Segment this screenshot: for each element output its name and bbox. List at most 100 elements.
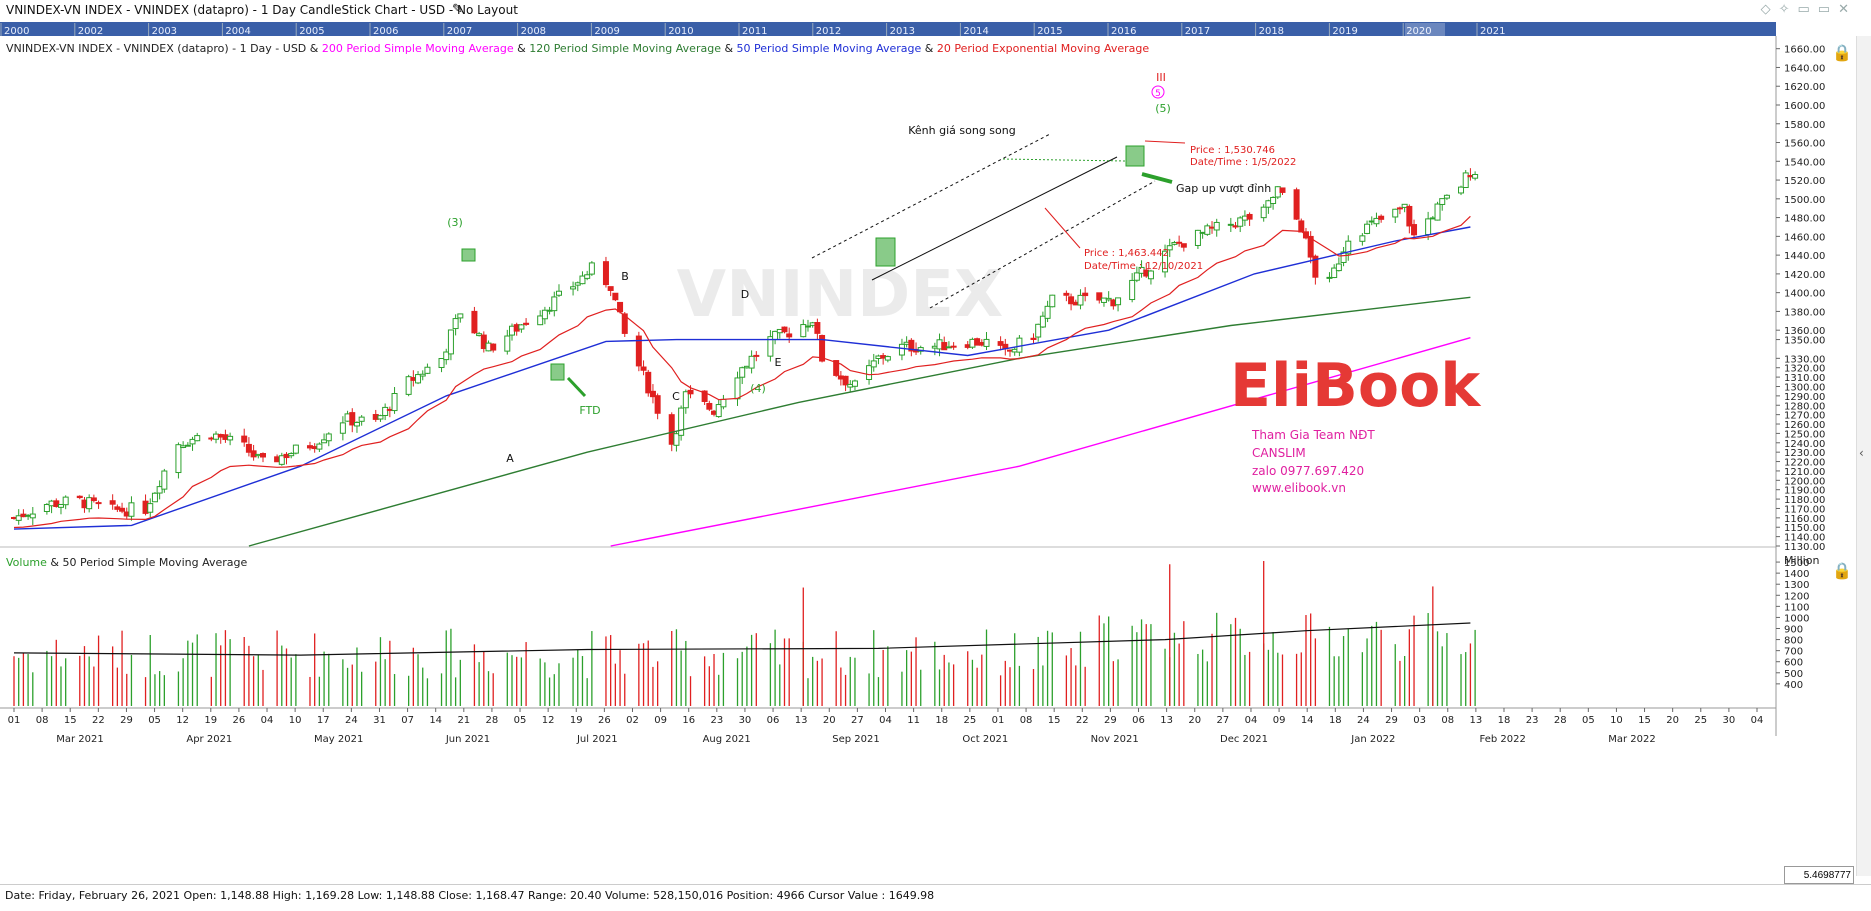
candle-body[interactable] xyxy=(1443,194,1450,199)
candle-body[interactable] xyxy=(241,435,248,443)
candle-body[interactable] xyxy=(781,326,788,333)
candle-body[interactable] xyxy=(1105,297,1112,301)
candle-body[interactable] xyxy=(1162,250,1169,273)
candle-body[interactable] xyxy=(1180,243,1187,248)
candle-body[interactable] xyxy=(1340,251,1347,263)
candle-body[interactable] xyxy=(151,492,158,503)
candle-body[interactable] xyxy=(983,338,990,347)
overview-navigator[interactable]: 2000 2002 2003 2004 2005 2006 2007 2008 2009 2010… xyxy=(0,22,1776,37)
candle-body[interactable] xyxy=(1016,337,1023,353)
candle-body[interactable] xyxy=(86,497,93,510)
candle-body[interactable] xyxy=(1096,292,1103,301)
candle-body[interactable] xyxy=(1298,220,1305,233)
candle-body[interactable] xyxy=(1035,323,1042,338)
candle-body[interactable] xyxy=(147,503,154,513)
candle-body[interactable] xyxy=(814,322,821,334)
candle-body[interactable] xyxy=(1472,173,1479,179)
candle-body[interactable] xyxy=(678,407,685,436)
candle-body[interactable] xyxy=(419,373,426,377)
candle-body[interactable] xyxy=(278,455,285,465)
candle-body[interactable] xyxy=(1411,224,1418,236)
candle-body[interactable] xyxy=(851,380,858,387)
candle-body[interactable] xyxy=(523,322,530,325)
candle-body[interactable] xyxy=(57,504,64,508)
candle-body[interactable] xyxy=(1378,215,1385,220)
candle-body[interactable] xyxy=(321,439,328,444)
candle-body[interactable] xyxy=(687,389,694,395)
candle-body[interactable] xyxy=(584,274,591,279)
candle-body[interactable] xyxy=(382,406,389,416)
lock-icon[interactable]: 🔒 xyxy=(1832,43,1852,62)
candle-body[interactable] xyxy=(819,334,826,362)
candle-body[interactable] xyxy=(898,343,905,356)
candle-body[interactable] xyxy=(866,365,873,380)
candle-body[interactable] xyxy=(908,339,915,352)
pin-icon[interactable]: ✧ xyxy=(1778,2,1798,17)
candle-body[interactable] xyxy=(518,324,525,330)
candle-body[interactable] xyxy=(194,435,201,442)
xy-value-field[interactable] xyxy=(1784,866,1854,884)
candle-body[interactable] xyxy=(1115,297,1122,306)
candle-body[interactable] xyxy=(1331,267,1338,279)
candle-body[interactable] xyxy=(424,366,431,374)
candle-body[interactable] xyxy=(537,315,544,326)
candle-body[interactable] xyxy=(748,355,755,369)
candle-body[interactable] xyxy=(612,292,619,301)
candle-body[interactable] xyxy=(504,335,511,352)
minimize-icon[interactable]: ▭ xyxy=(1797,2,1818,17)
close-icon[interactable]: ✕ xyxy=(1838,2,1857,17)
candle-body[interactable] xyxy=(842,375,849,386)
candle-body[interactable] xyxy=(29,513,36,519)
candle-body[interactable] xyxy=(358,416,365,422)
candle-body[interactable] xyxy=(76,495,83,499)
candle-body[interactable] xyxy=(490,343,497,351)
collapse-panel-icon[interactable]: ‹ xyxy=(1859,446,1864,460)
candle-body[interactable] xyxy=(1194,229,1201,246)
candle-body[interactable] xyxy=(786,333,793,338)
candle-body[interactable] xyxy=(128,502,135,517)
candle-body[interactable] xyxy=(602,261,609,286)
candle-body[interactable] xyxy=(1307,235,1314,258)
candle-body[interactable] xyxy=(438,358,445,368)
candle-body[interactable] xyxy=(941,342,948,351)
candle-body[interactable] xyxy=(1260,206,1267,219)
candle-body[interactable] xyxy=(161,470,168,490)
candle-body[interactable] xyxy=(292,444,299,454)
candle-body[interactable] xyxy=(649,390,656,398)
candle-body[interactable] xyxy=(1293,189,1300,220)
candle-body[interactable] xyxy=(1063,292,1070,296)
candle-body[interactable] xyxy=(227,435,234,441)
candle-body[interactable] xyxy=(668,414,675,445)
candle-body[interactable] xyxy=(1335,263,1342,272)
candle-body[interactable] xyxy=(53,500,60,507)
candle-body[interactable] xyxy=(579,275,586,285)
candle-body[interactable] xyxy=(800,324,807,338)
candle-body[interactable] xyxy=(1458,186,1465,194)
candle-body[interactable] xyxy=(645,371,652,394)
candle-body[interactable] xyxy=(1133,272,1140,281)
candle-body[interactable] xyxy=(447,329,454,355)
candle-body[interactable] xyxy=(1204,225,1211,235)
candle-body[interactable] xyxy=(1312,255,1319,278)
candle-body[interactable] xyxy=(1439,198,1446,205)
candle-body[interactable] xyxy=(1030,337,1037,340)
lock-icon[interactable]: 🔒 xyxy=(1832,561,1852,580)
candle-body[interactable] xyxy=(1396,207,1403,210)
candle-body[interactable] xyxy=(109,500,116,505)
candle-body[interactable] xyxy=(607,286,614,291)
candle-body[interactable] xyxy=(767,336,774,357)
candle-body[interactable] xyxy=(541,309,548,320)
candle-body[interactable] xyxy=(1401,203,1408,208)
candle-body[interactable] xyxy=(43,504,50,512)
candle-body[interactable] xyxy=(1129,279,1136,301)
candle-body[interactable] xyxy=(245,443,252,453)
candle-body[interactable] xyxy=(405,376,412,395)
candle-body[interactable] xyxy=(870,360,877,368)
candle-body[interactable] xyxy=(457,313,464,319)
candle-body[interactable] xyxy=(1279,187,1286,193)
candle-body[interactable] xyxy=(974,338,981,346)
candle-body[interactable] xyxy=(1345,240,1352,255)
candle-body[interactable] xyxy=(997,341,1004,346)
candle-body[interactable] xyxy=(1213,221,1220,231)
chart-canvas[interactable]: VNINDEX-VN INDEX - VNINDEX (datapro) - 1… xyxy=(0,36,1857,884)
